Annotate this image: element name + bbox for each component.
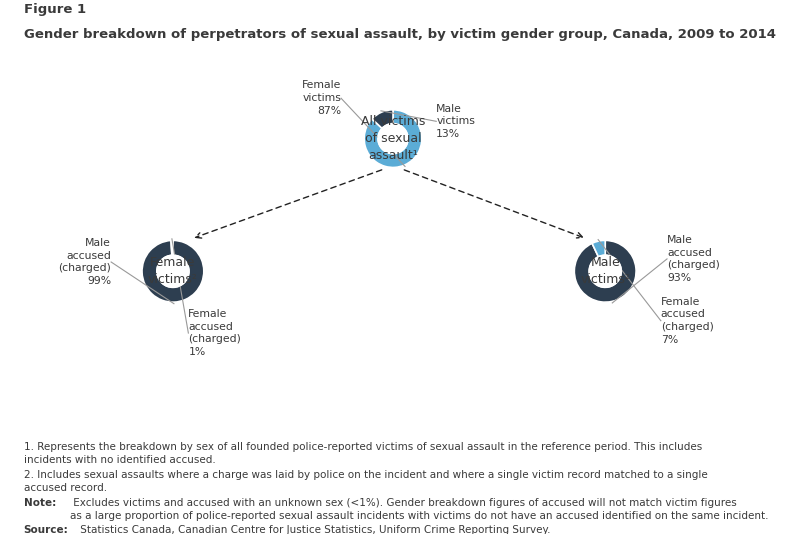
- Text: Female
victims
87%: Female victims 87%: [302, 81, 341, 116]
- Text: 2. Includes sexual assaults where a charge was laid by police on the incident an: 2. Includes sexual assaults where a char…: [24, 470, 707, 493]
- Text: Figure 1: Figure 1: [24, 3, 86, 17]
- Text: Source:: Source:: [24, 524, 68, 534]
- Wedge shape: [575, 240, 636, 302]
- Circle shape: [157, 255, 189, 287]
- Text: 1. Represents the breakdown by sex of all founded police-reported victims of sex: 1. Represents the breakdown by sex of al…: [24, 442, 702, 465]
- Text: All victims
of sexual
assault¹: All victims of sexual assault¹: [361, 115, 425, 162]
- Wedge shape: [372, 110, 393, 128]
- Text: Female
accused
(charged)
1%: Female accused (charged) 1%: [189, 309, 241, 357]
- Text: Male
accused
(charged)
99%: Male accused (charged) 99%: [58, 238, 111, 286]
- Wedge shape: [142, 240, 204, 302]
- Wedge shape: [171, 240, 173, 255]
- Text: Male
accused
(charged)
93%: Male accused (charged) 93%: [667, 235, 720, 283]
- Text: Male
victims
13%: Male victims 13%: [436, 104, 475, 139]
- Circle shape: [378, 124, 408, 154]
- Text: Excludes victims and accused with an unknown sex (<1%). Gender breakdown figures: Excludes victims and accused with an unk…: [70, 499, 769, 521]
- Text: Statistics Canada, Canadian Centre for Justice Statistics, Uniform Crime Reporti: Statistics Canada, Canadian Centre for J…: [77, 524, 551, 534]
- Text: Note:: Note:: [24, 499, 56, 508]
- Circle shape: [590, 255, 621, 287]
- Text: Female
accused
(charged)
7%: Female accused (charged) 7%: [661, 296, 714, 345]
- Text: Male
victims²: Male victims²: [580, 256, 630, 286]
- Text: Gender breakdown of perpetrators of sexual assault, by victim gender group, Cana: Gender breakdown of perpetrators of sexu…: [24, 28, 776, 41]
- Wedge shape: [592, 240, 605, 257]
- Wedge shape: [364, 110, 422, 168]
- Text: Female
victims²: Female victims²: [148, 256, 198, 286]
